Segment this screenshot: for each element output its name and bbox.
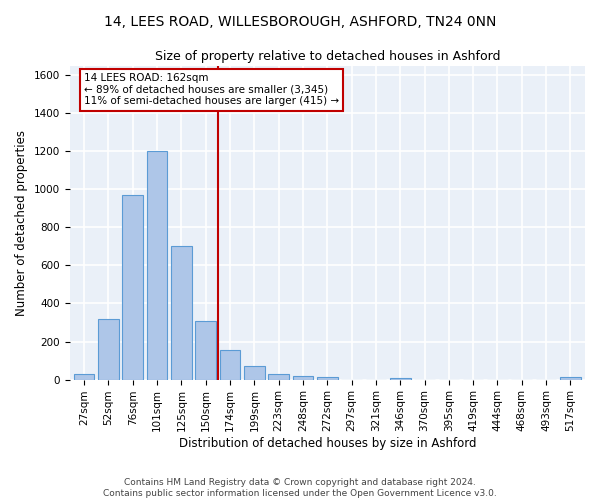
Bar [390,378,410,380]
Text: Contains HM Land Registry data © Crown copyright and database right 2024.
Contai: Contains HM Land Registry data © Crown c… [103,478,497,498]
Bar [74,374,94,380]
Bar [293,376,313,380]
Text: 14 LEES ROAD: 162sqm
← 89% of detached houses are smaller (3,345)
11% of semi-de: 14 LEES ROAD: 162sqm ← 89% of detached h… [84,73,339,106]
Bar [171,246,192,380]
Bar [268,374,289,380]
Bar [560,376,581,380]
Y-axis label: Number of detached properties: Number of detached properties [15,130,28,316]
Bar [147,151,167,380]
Bar [122,195,143,380]
Bar [98,318,119,380]
Text: 14, LEES ROAD, WILLESBOROUGH, ASHFORD, TN24 0NN: 14, LEES ROAD, WILLESBOROUGH, ASHFORD, T… [104,15,496,29]
Bar [196,320,216,380]
Bar [220,350,241,380]
Title: Size of property relative to detached houses in Ashford: Size of property relative to detached ho… [155,50,500,63]
Bar [317,376,338,380]
Bar [244,366,265,380]
X-axis label: Distribution of detached houses by size in Ashford: Distribution of detached houses by size … [179,437,476,450]
